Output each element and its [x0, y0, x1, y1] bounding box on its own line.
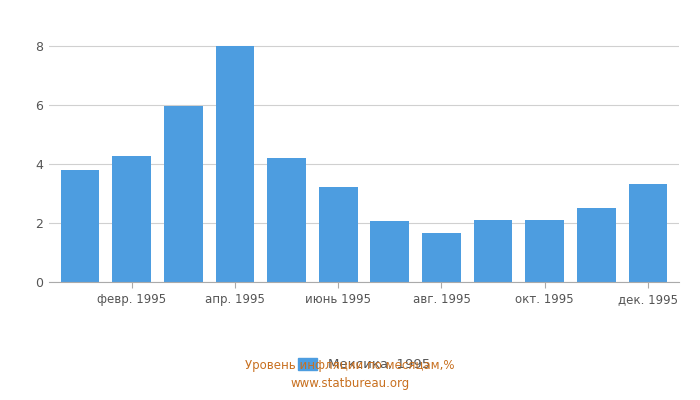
Bar — [422, 233, 461, 282]
Text: Уровень инфляции по месяцам,%: Уровень инфляции по месяцам,% — [245, 360, 455, 372]
Bar — [164, 106, 202, 282]
Text: www.statbureau.org: www.statbureau.org — [290, 378, 410, 390]
Bar — [61, 170, 99, 282]
Legend: Мексика, 1995: Мексика, 1995 — [293, 352, 435, 376]
Bar — [577, 208, 616, 282]
Bar — [112, 156, 151, 282]
Bar — [474, 220, 512, 282]
Bar — [318, 188, 358, 282]
Bar — [629, 184, 667, 282]
Bar — [370, 221, 410, 282]
Bar — [526, 220, 564, 282]
Bar — [216, 46, 254, 282]
Bar — [267, 158, 306, 282]
